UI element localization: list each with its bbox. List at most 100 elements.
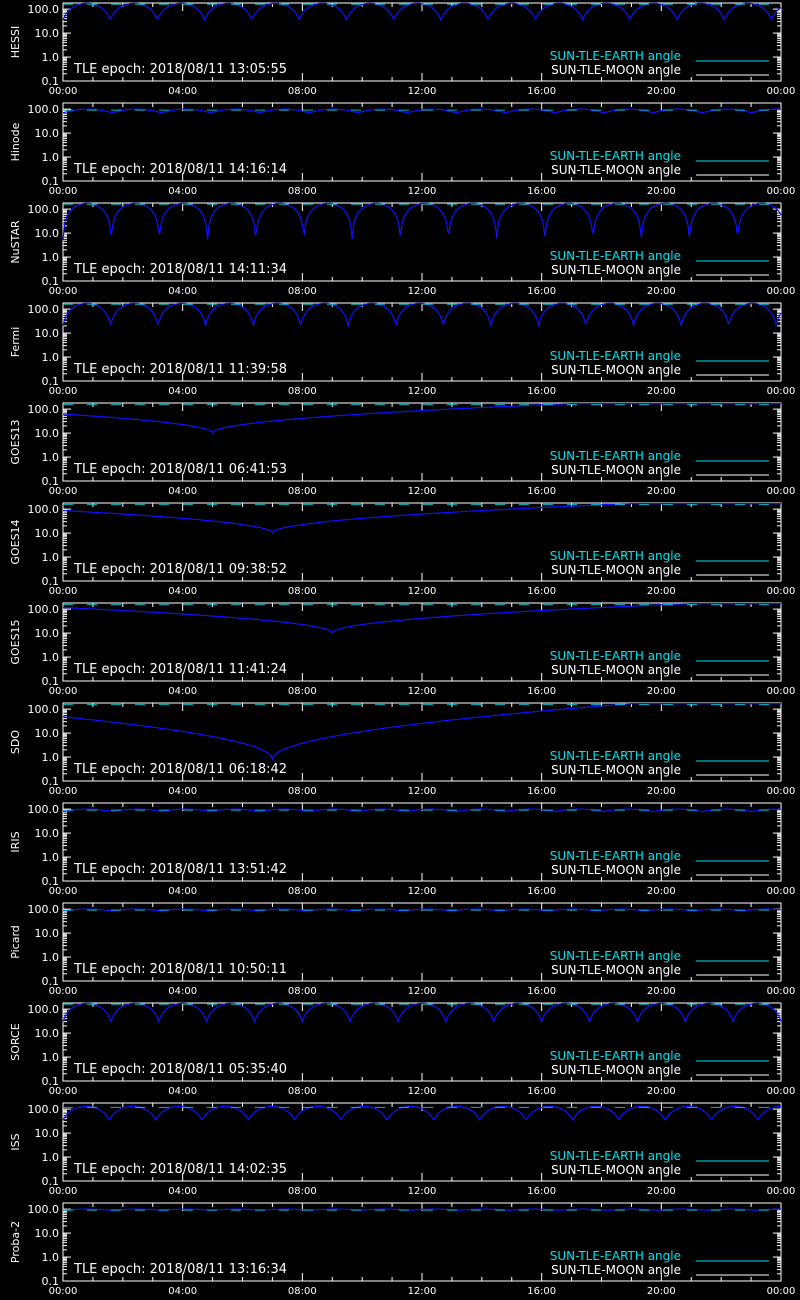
y-tick-label: 1.0 <box>42 351 60 364</box>
y-tick-label: 100.0 <box>28 303 60 316</box>
y-tick-label: 10.0 <box>35 627 60 640</box>
y-tick-label: 0.1 <box>42 575 60 588</box>
legend-moon-label: SUN-TLE-MOON angle <box>551 63 681 77</box>
x-tick-label: 00:00 <box>49 386 78 397</box>
y-tick-label: 0.1 <box>42 975 60 988</box>
legend-moon-label: SUN-TLE-MOON angle <box>551 1063 681 1077</box>
legend-moon-label: SUN-TLE-MOON angle <box>551 263 681 277</box>
sun-tle-earth-series <box>62 108 782 114</box>
x-tick-label: 04:00 <box>168 86 197 97</box>
panel-goes14: 0.1 1.0 10.0 100.0 00:00 04:00 08:00 12:00 16:00… <box>9 502 795 597</box>
x-tick-label: 04:00 <box>168 186 197 197</box>
x-tick-label: 12:00 <box>408 486 437 497</box>
satellite-label: Fermi <box>9 327 22 358</box>
x-tick-label: 04:00 <box>168 1086 197 1097</box>
satellite-label: NuSTAR <box>9 220 22 264</box>
x-tick-label: 04:00 <box>168 286 197 297</box>
legend-earth-label: SUN-TLE-EARTH angle <box>550 749 681 763</box>
x-tick-label: 08:00 <box>288 686 317 697</box>
x-tick-label: 16:00 <box>527 486 556 497</box>
tle-epoch: TLE epoch: 2018/08/11 05:35:40 <box>73 1062 287 1077</box>
x-tick-label: 16:00 <box>527 1286 556 1297</box>
y-tick-label: 0.1 <box>42 1075 60 1088</box>
y-tick-label: 1.0 <box>42 1251 60 1264</box>
legend-moon-label: SUN-TLE-MOON angle <box>551 1163 681 1177</box>
x-tick-label: 12:00 <box>408 986 437 997</box>
legend-earth-label: SUN-TLE-EARTH angle <box>550 1149 681 1163</box>
sun-tle-earth-series <box>62 1002 782 1024</box>
y-tick-label: 100.0 <box>28 1203 60 1216</box>
legend-earth-label: SUN-TLE-EARTH angle <box>550 449 681 463</box>
y-tick-label: 100.0 <box>28 1103 60 1116</box>
x-tick-label: 00:00 <box>767 1186 796 1197</box>
x-tick-label: 20:00 <box>647 1086 676 1097</box>
y-tick-label: 1.0 <box>42 751 60 764</box>
tle-epoch: TLE epoch: 2018/08/11 14:02:35 <box>73 1162 287 1177</box>
x-tick-label: 00:00 <box>767 386 796 397</box>
x-tick-label: 20:00 <box>647 986 676 997</box>
legend-earth-label: SUN-TLE-EARTH angle <box>550 249 681 263</box>
legend-moon-label: SUN-TLE-MOON angle <box>551 763 681 777</box>
y-tick-label: 10.0 <box>35 1027 60 1040</box>
legend-earth-label: SUN-TLE-EARTH angle <box>550 149 681 163</box>
x-tick-label: 16:00 <box>527 786 556 797</box>
x-tick-label: 08:00 <box>288 86 317 97</box>
x-tick-label: 00:00 <box>49 986 78 997</box>
x-tick-label: 12:00 <box>408 586 437 597</box>
y-tick-label: 100.0 <box>28 703 60 716</box>
y-tick-label: 10.0 <box>35 727 60 740</box>
sun-tle-earth-series <box>62 908 782 912</box>
y-tick-label: 100.0 <box>28 203 60 216</box>
x-tick-label: 20:00 <box>647 186 676 197</box>
x-tick-label: 08:00 <box>288 386 317 397</box>
x-tick-label: 00:00 <box>49 786 78 797</box>
y-tick-label: 10.0 <box>35 527 60 540</box>
panel-sdo: 0.1 1.0 10.0 100.0 00:00 04:00 08:00 12:00 16:00… <box>9 702 795 797</box>
sun-tle-earth-series <box>62 202 782 241</box>
sun-tle-earth-series <box>62 1105 781 1122</box>
sun-tle-earth-series <box>62 1208 781 1211</box>
legend-moon-label: SUN-TLE-MOON angle <box>551 963 681 977</box>
x-tick-label: 00:00 <box>767 1286 796 1297</box>
panel-nustar: 0.1 1.0 10.0 100.0 00:00 04:00 08:00 12:00 16:00… <box>9 202 795 297</box>
x-tick-label: 04:00 <box>168 886 197 897</box>
x-tick-label: 04:00 <box>168 1286 197 1297</box>
legend-moon-label: SUN-TLE-MOON angle <box>551 663 681 677</box>
satellite-label: Hinode <box>9 122 22 161</box>
x-tick-label: 08:00 <box>288 586 317 597</box>
y-tick-label: 10.0 <box>35 127 60 140</box>
x-tick-label: 00:00 <box>49 486 78 497</box>
legend-earth-label: SUN-TLE-EARTH angle <box>550 849 681 863</box>
y-tick-label: 100.0 <box>28 1003 60 1016</box>
x-tick-label: 08:00 <box>288 486 317 497</box>
x-tick-label: 20:00 <box>647 586 676 597</box>
panel-hessi: 0.1 1.0 10.0 100.0 00:00 04:00 08:00 12:00 16:00… <box>9 2 795 97</box>
y-tick-label: 1.0 <box>42 551 60 564</box>
x-tick-label: 12:00 <box>408 1086 437 1097</box>
y-tick-label: 10.0 <box>35 427 60 440</box>
y-tick-label: 100.0 <box>28 803 60 816</box>
y-tick-label: 100.0 <box>28 103 60 116</box>
x-tick-label: 12:00 <box>408 686 437 697</box>
legend-moon-label: SUN-TLE-MOON angle <box>551 463 681 477</box>
sun-tle-earth-series <box>62 403 781 435</box>
panel-goes15: 0.1 1.0 10.0 100.0 00:00 04:00 08:00 12:00 16:00… <box>9 602 795 697</box>
x-tick-label: 16:00 <box>527 1086 556 1097</box>
panel-goes13: 0.1 1.0 10.0 100.0 00:00 04:00 08:00 12:00 16:00… <box>9 402 795 497</box>
x-tick-label: 08:00 <box>288 986 317 997</box>
satellite-label: GOES13 <box>9 419 22 464</box>
x-tick-label: 16:00 <box>527 1186 556 1197</box>
satellite-label: Proba-2 <box>9 1221 22 1263</box>
sun-tle-earth-series <box>62 808 781 813</box>
satellite-label: ISS <box>9 1133 22 1150</box>
x-tick-label: 00:00 <box>767 186 796 197</box>
x-tick-label: 12:00 <box>408 886 437 897</box>
y-tick-label: 0.1 <box>42 375 60 388</box>
legend-moon-label: SUN-TLE-MOON angle <box>551 863 681 877</box>
x-tick-label: 08:00 <box>288 186 317 197</box>
y-tick-label: 10.0 <box>35 927 60 940</box>
sun-tle-earth-series <box>62 702 781 762</box>
x-tick-label: 12:00 <box>408 786 437 797</box>
x-tick-label: 04:00 <box>168 486 197 497</box>
x-tick-label: 16:00 <box>527 186 556 197</box>
